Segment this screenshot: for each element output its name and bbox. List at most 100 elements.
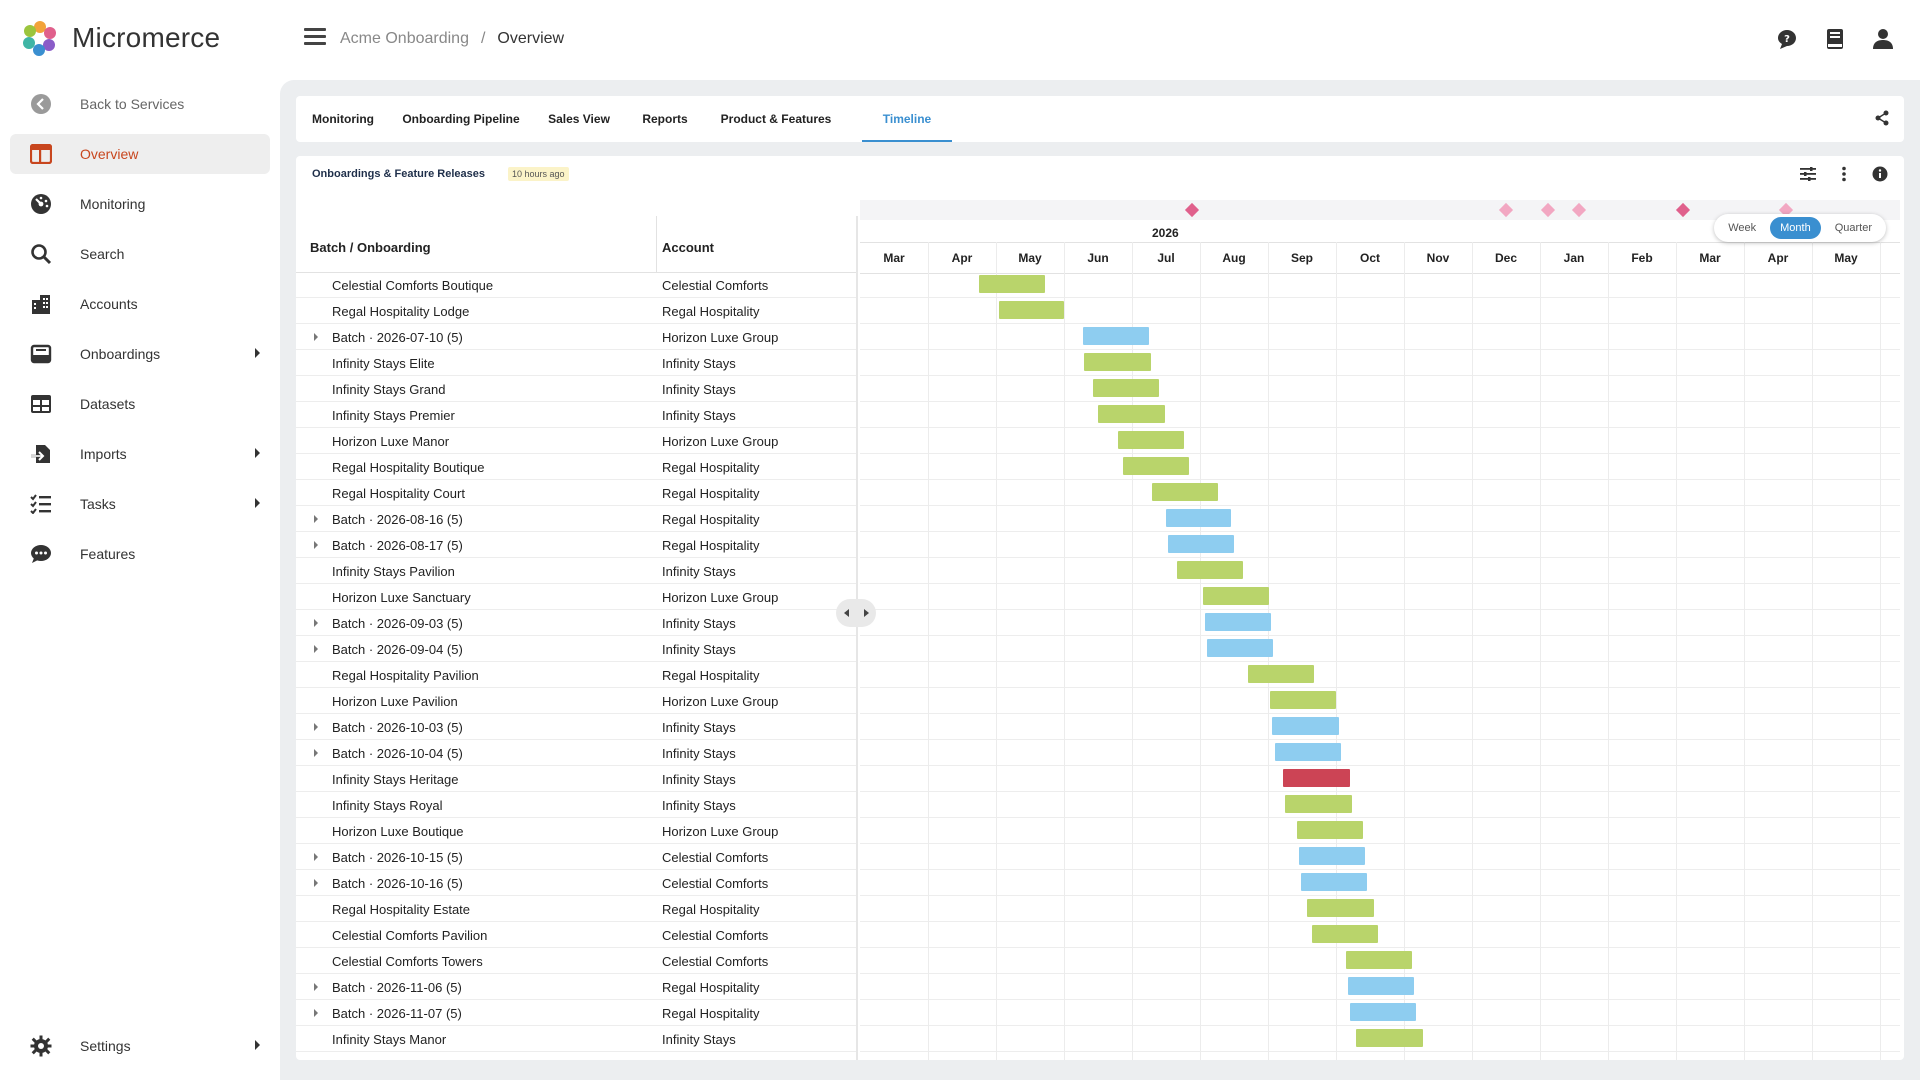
expand-caret-icon[interactable] <box>314 515 318 523</box>
gantt-bar[interactable] <box>1272 717 1339 735</box>
table-row[interactable]: Infinity Stays Heritage Infinity Stays <box>296 766 856 792</box>
table-row[interactable]: Batch · 2026-10-15 (5) Celestial Comforts <box>296 844 856 870</box>
table-row[interactable]: Regal Hospitality Court Regal Hospitality <box>296 480 856 506</box>
sidebar-item-overview[interactable]: Overview <box>10 134 270 174</box>
table-row[interactable]: Regal Hospitality Boutique Regal Hospital… <box>296 454 856 480</box>
column-divider[interactable] <box>656 216 657 272</box>
gantt-bar[interactable] <box>1203 587 1270 605</box>
gantt-bar[interactable] <box>1270 691 1336 709</box>
table-row[interactable]: Batch · 2026-10-16 (5) Celestial Comforts <box>296 870 856 896</box>
gantt-bar[interactable] <box>1084 353 1152 371</box>
zoom-week-button[interactable]: Week <box>1728 222 1757 234</box>
table-row[interactable]: Infinity Stays Pavilion Infinity Stays <box>296 558 856 584</box>
gantt-bar[interactable] <box>1349 1003 1417 1021</box>
table-row[interactable]: Infinity Stays Premier Infinity Stays <box>296 402 856 428</box>
milestone-marker[interactable] <box>1572 202 1587 218</box>
gantt-bar[interactable] <box>1247 665 1315 683</box>
filter-sliders-icon[interactable] <box>1798 164 1818 184</box>
expand-caret-icon[interactable] <box>314 619 318 627</box>
table-row[interactable]: Horizon Luxe Boutique Horizon Luxe Group <box>296 818 856 844</box>
expand-caret-icon[interactable] <box>314 749 318 757</box>
table-row[interactable]: Celestial Comforts Pavilion Celestial Com… <box>296 922 856 948</box>
column-header-account[interactable]: Account <box>662 240 714 255</box>
table-gantt-divider[interactable] <box>856 216 858 1060</box>
app-logo[interactable]: Micromerce <box>20 18 220 58</box>
expand-caret-icon[interactable] <box>314 723 318 731</box>
expand-caret-icon[interactable] <box>314 645 318 653</box>
gantt-bar[interactable] <box>1092 379 1160 397</box>
tab-product-features[interactable]: Product & Features <box>720 112 832 126</box>
gantt-bar[interactable] <box>1282 769 1350 787</box>
gantt-bar[interactable] <box>1168 535 1234 553</box>
expand-caret-icon[interactable] <box>314 853 318 861</box>
gantt-bar[interactable] <box>1347 977 1415 995</box>
expand-caret-icon[interactable] <box>314 879 318 887</box>
tab-monitoring[interactable]: Monitoring <box>312 112 374 126</box>
info-icon[interactable] <box>1870 164 1890 184</box>
sidebar-item-imports[interactable]: Imports <box>10 434 270 474</box>
table-row[interactable]: Batch · 2026-07-10 (5) Horizon Luxe Group <box>296 324 856 350</box>
table-row[interactable]: Regal Hospitality Estate Regal Hospitalit… <box>296 896 856 922</box>
table-row[interactable]: Infinity Stays Elite Infinity Stays <box>296 350 856 376</box>
sidebar-item-onboardings[interactable]: Onboardings <box>10 334 270 374</box>
table-row[interactable]: Batch · 2026-11-06 (5) Regal Hospitality <box>296 974 856 1000</box>
milestone-marker[interactable] <box>1184 202 1199 218</box>
milestone-marker[interactable] <box>1675 202 1690 218</box>
gantt-bar[interactable] <box>1300 873 1368 891</box>
milestone-marker[interactable] <box>1498 202 1514 218</box>
table-row[interactable]: Batch · 2026-11-07 (5) Regal Hospitality <box>296 1000 856 1026</box>
gantt-bar[interactable] <box>999 301 1064 319</box>
table-row[interactable]: Regal Hospitality Lodge Regal Hospitality <box>296 298 856 324</box>
table-row[interactable]: Batch · 2026-09-04 (5) Infinity Stays <box>296 636 856 662</box>
collapse-left-icon[interactable] <box>843 609 849 617</box>
hamburger-menu-icon[interactable] <box>304 28 326 46</box>
table-row[interactable]: Horizon Luxe Pavilion Horizon Luxe Group <box>296 688 856 714</box>
gantt-bar[interactable] <box>1083 327 1149 345</box>
gantt-bar[interactable] <box>1311 925 1379 943</box>
table-row[interactable]: Infinity Stays Grand Infinity Stays <box>296 376 856 402</box>
gantt-bar[interactable] <box>979 275 1045 293</box>
zoom-quarter-button[interactable]: Quarter <box>1834 222 1872 234</box>
gantt-bar[interactable] <box>1298 847 1366 865</box>
gantt-bar[interactable] <box>1098 405 1165 423</box>
sidebar-item-accounts[interactable]: Accounts <box>10 284 270 324</box>
tab-timeline[interactable]: Timeline <box>862 96 952 142</box>
sidebar-item-features[interactable]: Features <box>10 534 270 574</box>
gantt-bar[interactable] <box>1176 561 1243 579</box>
tab-onboarding-pipeline[interactable]: Onboarding Pipeline <box>402 112 520 126</box>
expand-caret-icon[interactable] <box>314 333 318 341</box>
more-vertical-icon[interactable] <box>1834 164 1854 184</box>
tab-sales-view[interactable]: Sales View <box>548 112 610 126</box>
gantt-bar[interactable] <box>1285 795 1352 813</box>
gantt-bar[interactable] <box>1118 431 1184 449</box>
table-row[interactable]: Horizon Luxe Sanctuary Horizon Luxe Group <box>296 584 856 610</box>
gantt-bar[interactable] <box>1274 743 1342 761</box>
pane-resize-handle[interactable] <box>836 599 876 627</box>
expand-right-icon[interactable] <box>863 609 869 617</box>
sidebar-item-datasets[interactable]: Datasets <box>10 384 270 424</box>
zoom-month-button[interactable]: Month <box>1770 217 1821 239</box>
user-account-icon[interactable] <box>1870 26 1896 52</box>
table-row[interactable]: Celestial Comforts Boutique Celestial Com… <box>296 272 856 298</box>
table-row[interactable]: Celestial Comforts Towers Celestial Comfo… <box>296 948 856 974</box>
table-row[interactable]: Batch · 2026-08-16 (5) Regal Hospitality <box>296 506 856 532</box>
breadcrumb-parent[interactable]: Acme Onboarding <box>340 30 469 47</box>
gantt-bar[interactable] <box>1205 613 1272 631</box>
table-row[interactable]: Batch · 2026-08-17 (5) Regal Hospitality <box>296 532 856 558</box>
table-row[interactable]: Infinity Stays Royal Infinity Stays <box>296 792 856 818</box>
gantt-bar[interactable] <box>1345 951 1413 969</box>
tab-reports[interactable]: Reports <box>642 112 688 126</box>
table-row[interactable]: Infinity Stays Manor Infinity Stays <box>296 1026 856 1052</box>
sidebar-item-monitoring[interactable]: Monitoring <box>10 184 270 224</box>
milestone-marker[interactable] <box>1541 202 1556 218</box>
gantt-bar[interactable] <box>1296 821 1364 839</box>
table-row[interactable]: Regal Hospitality Pavilion Regal Hospital… <box>296 662 856 688</box>
back-to-services-link[interactable]: Back to Services <box>10 84 270 124</box>
table-row[interactable]: Batch · 2026-09-03 (5) Infinity Stays <box>296 610 856 636</box>
gantt-bar[interactable] <box>1152 483 1219 501</box>
expand-caret-icon[interactable] <box>314 1009 318 1017</box>
gantt-bar[interactable] <box>1356 1029 1424 1047</box>
table-row[interactable]: Horizon Luxe Manor Horizon Luxe Group <box>296 428 856 454</box>
sidebar-item-tasks[interactable]: Tasks <box>10 484 270 524</box>
table-row[interactable]: Batch · 2026-10-03 (5) Infinity Stays <box>296 714 856 740</box>
